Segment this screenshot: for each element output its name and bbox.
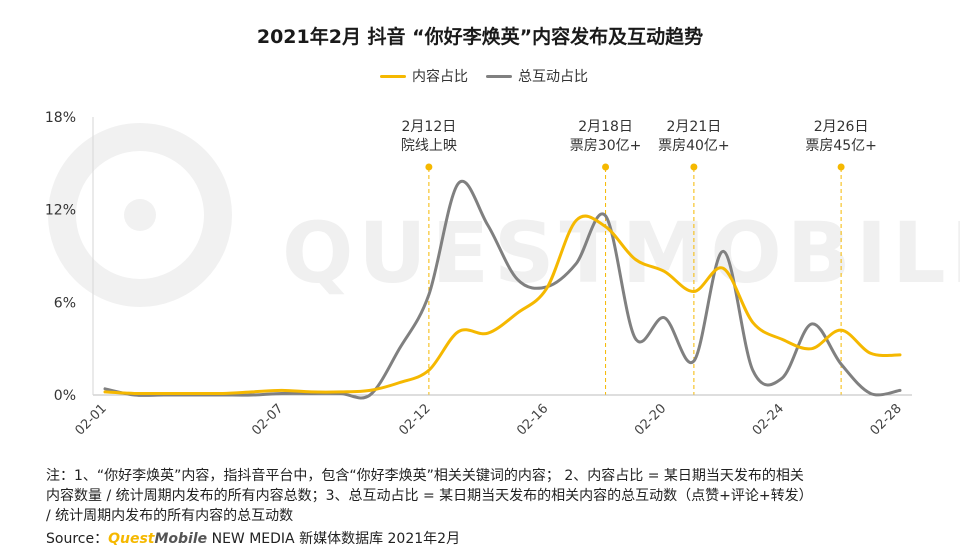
annotation-event: 票房30亿+	[570, 138, 642, 154]
annotation-event: 票房40亿+	[658, 138, 730, 154]
x-tick-label: 02-01	[73, 401, 110, 438]
annotation-date: 2月26日	[814, 119, 869, 135]
y-tick-label: 18%	[45, 110, 76, 126]
annotation-date: 2月21日	[667, 119, 722, 135]
watermark-logo-dot	[124, 199, 156, 231]
y-tick-label: 0%	[54, 388, 76, 404]
source-brand-quest: Quest	[108, 531, 155, 547]
annotation-event: 票房45亿+	[805, 138, 877, 154]
legend-item-content-share: 内容占比	[380, 66, 468, 86]
source-suffix: NEW MEDIA 新媒体数据库 2021年2月	[207, 531, 461, 547]
y-tick-label: 6%	[54, 295, 76, 311]
x-tick-label: 02-28	[868, 401, 905, 438]
x-tick-label: 02-24	[750, 401, 787, 438]
legend: 内容占比 总互动占比	[380, 66, 588, 86]
legend-swatch-content-share	[380, 74, 406, 78]
series	[103, 179, 902, 400]
watermark: QUESTMOBILE	[48, 123, 960, 307]
source-line: Source：QuestMobile NEW MEDIA 新媒体数据库 2021…	[46, 528, 460, 548]
annotation-dot	[690, 163, 698, 171]
watermark-logo-ring	[48, 123, 232, 307]
y-tick-label: 12%	[45, 203, 76, 219]
x-tick-label: 02-16	[514, 401, 551, 438]
source-prefix: Source：	[46, 531, 109, 547]
legend-label-content-share: 内容占比	[412, 69, 468, 85]
footnotes: 注：1、“你好李焕英”内容，指抖音平台中，包含“你好李焕英”相关关键词的内容； …	[46, 466, 926, 526]
x-tick-label: 02-07	[249, 401, 286, 438]
annotation-dot	[602, 163, 610, 171]
annotation-event: 院线上映	[401, 138, 457, 154]
series-line-interaction-share	[103, 179, 902, 400]
chart-title: 2021年2月 抖音 “你好李焕英”内容发布及互动趋势	[256, 26, 704, 48]
annotation-dot	[425, 163, 433, 171]
x-tick-label: 02-20	[632, 401, 669, 438]
footnote-line-3: / 统计周期内发布的所有内容的总互动数	[46, 508, 294, 524]
footnote-line-2: 内容数量 / 统计周期内发布的所有内容总数；3、总互动占比 = 某日期当天发布的…	[46, 488, 813, 504]
x-tick-label: 02-12	[396, 401, 433, 438]
annotation-dot	[837, 163, 845, 171]
series-line-content-share	[103, 214, 902, 396]
annotation-date: 2月12日	[402, 119, 457, 135]
annotation-date: 2月18日	[578, 119, 633, 135]
legend-swatch-interaction-share	[486, 74, 512, 78]
source-brand-mobile: Mobile	[154, 531, 208, 547]
legend-item-interaction-share: 总互动占比	[486, 66, 588, 86]
legend-label-interaction-share: 总互动占比	[518, 69, 588, 85]
footnote-line-1: 注：1、“你好李焕英”内容，指抖音平台中，包含“你好李焕英”相关关键词的内容； …	[46, 468, 804, 484]
watermark-text: QUESTMOBILE	[282, 204, 960, 302]
